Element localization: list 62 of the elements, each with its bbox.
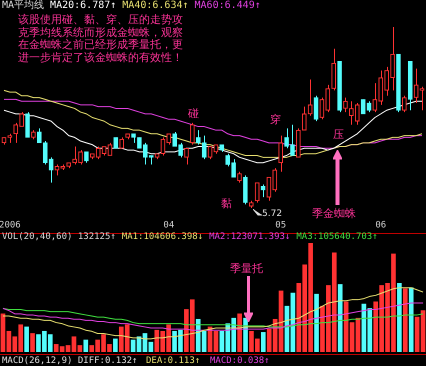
candlestick (402, 95, 407, 113)
text: DEA:0.113↑ (146, 356, 200, 366)
bar (397, 283, 402, 352)
text: MA3:105640.703↑ (296, 231, 378, 243)
bar (83, 340, 88, 352)
candlestick (243, 174, 248, 205)
bar (24, 326, 29, 352)
candlestick (343, 97, 348, 113)
text: MACD(26,12,9) DIFF:0.132↑ (2, 356, 138, 366)
candlestick (31, 130, 36, 140)
candlestick (78, 150, 83, 166)
text: MA40:6.634↑ (122, 0, 189, 12)
annotation: 黏 (221, 196, 232, 211)
candlestick (214, 144, 218, 154)
annotation: 压 (333, 127, 344, 142)
text: MA60:6.449↑ (194, 0, 261, 12)
annotation: 该股使用碰、黏、穿、压的走势攻克季均线系统而形成金蜘蛛，观察在金蜘蛛之前已经形成季量托，更进一步肯定了该金蜘蛛的有效性！ (18, 13, 184, 64)
candlestick (260, 184, 266, 198)
text: MACD:0.038↑ (210, 356, 270, 366)
candlestick (119, 136, 124, 149)
bar (113, 338, 118, 352)
x-tick-label: 2006 (0, 220, 21, 231)
candlestick (366, 100, 372, 113)
x-tick-label: 06 (375, 220, 386, 231)
candlestick (25, 112, 30, 138)
annotation: 穿 (270, 112, 281, 127)
candlestick (284, 128, 289, 149)
annotation: 碰 (188, 106, 199, 121)
candlestick (208, 146, 212, 160)
candlestick (84, 151, 89, 164)
candlestick (160, 136, 166, 156)
bar (402, 288, 408, 352)
candlestick (190, 122, 195, 146)
bar (30, 333, 35, 352)
candlestick (360, 98, 366, 114)
candlestick (420, 86, 424, 111)
candlestick (108, 142, 112, 156)
x-tick-label: 05 (275, 220, 286, 231)
candlestick (54, 164, 60, 176)
candlestick (166, 133, 172, 146)
candlestick (131, 133, 136, 144)
candlestick (184, 148, 189, 166)
candlestick (278, 135, 284, 172)
candlestick (314, 95, 318, 122)
x-tick-label: 04 (163, 220, 174, 231)
annotation: 季量托 (230, 261, 263, 276)
bar (338, 284, 343, 352)
bar (314, 294, 319, 352)
chart-title: VOL(20,40,60) 132125↑ (2, 231, 116, 243)
bar (260, 332, 266, 352)
candlestick (8, 133, 12, 144)
text: MA2:123071.393↓ (209, 231, 290, 243)
bar (408, 287, 414, 352)
candlestick (290, 124, 295, 156)
annotation: 季金蜘蛛 (312, 206, 356, 221)
text: 5.72 (262, 209, 282, 219)
candlestick (414, 68, 418, 104)
candlestick (237, 171, 242, 184)
text: MA1:104606.398↓ (122, 231, 204, 243)
chart-title: MA平均线 (2, 0, 44, 12)
candlestick (254, 182, 260, 204)
text: MA20:6.787↑ (50, 0, 116, 12)
